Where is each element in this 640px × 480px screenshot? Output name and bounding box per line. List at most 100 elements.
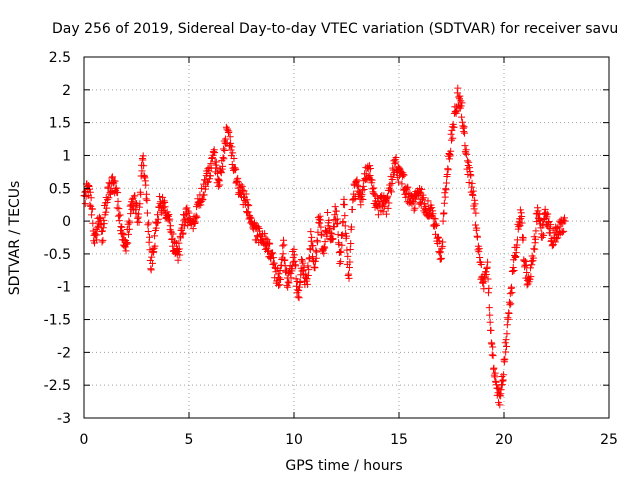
data-point xyxy=(316,219,324,227)
data-point xyxy=(118,223,126,231)
data-point xyxy=(399,171,407,179)
data-point xyxy=(398,180,406,188)
data-point xyxy=(340,201,348,209)
data-point xyxy=(298,256,306,264)
data-point xyxy=(484,258,492,266)
data-point xyxy=(227,139,235,147)
data-point xyxy=(458,99,466,107)
data-point xyxy=(169,242,177,250)
data-point xyxy=(507,300,515,308)
data-point xyxy=(125,217,133,225)
data-point xyxy=(370,184,378,192)
data-point xyxy=(214,175,222,183)
data-point xyxy=(189,225,197,233)
data-point xyxy=(151,242,159,250)
data-point xyxy=(299,259,307,267)
data-point xyxy=(287,274,295,282)
data-point xyxy=(527,273,535,281)
x-tick-label: 15 xyxy=(390,432,408,448)
data-point xyxy=(125,225,133,233)
data-point xyxy=(102,208,110,216)
data-point xyxy=(114,212,122,220)
data-point xyxy=(160,206,168,214)
data-point xyxy=(81,200,89,208)
data-point xyxy=(337,232,345,240)
data-point xyxy=(135,218,143,226)
data-point xyxy=(261,230,269,238)
data-point xyxy=(143,196,151,204)
data-point xyxy=(270,259,278,267)
data-point xyxy=(146,233,154,241)
data-point xyxy=(308,253,316,261)
data-point xyxy=(93,231,101,239)
data-point xyxy=(85,185,93,193)
data-point xyxy=(192,212,200,220)
data-point xyxy=(266,240,274,248)
data-point xyxy=(358,186,366,194)
data-point xyxy=(321,244,329,252)
data-point xyxy=(144,221,152,229)
data-point xyxy=(442,186,450,194)
y-tick-label: 2 xyxy=(62,83,71,99)
y-tick-label: -1 xyxy=(57,280,71,296)
data-point xyxy=(334,220,342,228)
data-point xyxy=(156,192,164,200)
data-point xyxy=(124,239,132,247)
data-point xyxy=(216,181,224,189)
data-point xyxy=(500,371,508,379)
data-point xyxy=(501,355,509,363)
axis-ticks: 0 5 10 15 20 25 2.5 2 1.5 1 0.5 0 -0.5 -1 -1.5 -2 -2.5 -3 xyxy=(44,50,618,448)
data-point xyxy=(509,263,517,271)
data-point xyxy=(314,238,322,246)
data-point xyxy=(468,179,476,187)
data-point xyxy=(377,193,385,201)
data-point xyxy=(277,275,285,283)
data-point xyxy=(143,190,151,198)
data-point xyxy=(313,248,321,256)
data-point xyxy=(495,391,503,399)
data-points xyxy=(80,84,569,409)
data-point xyxy=(345,274,353,282)
data-point xyxy=(303,280,311,288)
data-point xyxy=(326,225,334,233)
data-point xyxy=(99,224,107,232)
data-point xyxy=(154,211,161,219)
data-point xyxy=(439,217,447,225)
data-point xyxy=(293,282,301,290)
data-point xyxy=(502,336,510,344)
data-point xyxy=(341,212,349,220)
data-point xyxy=(344,252,352,260)
data-point xyxy=(312,254,320,262)
data-point xyxy=(220,155,228,163)
data-point xyxy=(486,318,494,326)
data-point xyxy=(307,228,315,236)
data-point xyxy=(124,220,132,228)
data-point xyxy=(518,219,526,227)
data-point xyxy=(113,204,121,212)
y-tick-label: -1.5 xyxy=(44,313,71,329)
data-point xyxy=(285,279,293,287)
data-point xyxy=(327,229,335,237)
data-point xyxy=(521,257,529,265)
data-point xyxy=(534,207,542,215)
data-point xyxy=(465,179,473,187)
data-point xyxy=(105,194,113,202)
data-point xyxy=(126,219,134,227)
data-point xyxy=(482,270,490,278)
data-point xyxy=(316,216,324,224)
data-point xyxy=(174,256,182,264)
data-point xyxy=(366,171,374,179)
data-point xyxy=(203,178,211,186)
y-tick-label: 1 xyxy=(62,148,71,164)
data-point xyxy=(336,260,344,268)
y-tick-label: 0 xyxy=(62,214,71,230)
data-point xyxy=(279,242,287,250)
data-point xyxy=(228,143,236,151)
data-point xyxy=(88,205,96,213)
data-point xyxy=(504,315,512,323)
data-point xyxy=(449,134,457,142)
data-point xyxy=(444,166,452,174)
data-point xyxy=(384,192,392,200)
data-point xyxy=(491,369,499,377)
data-point xyxy=(123,238,131,246)
